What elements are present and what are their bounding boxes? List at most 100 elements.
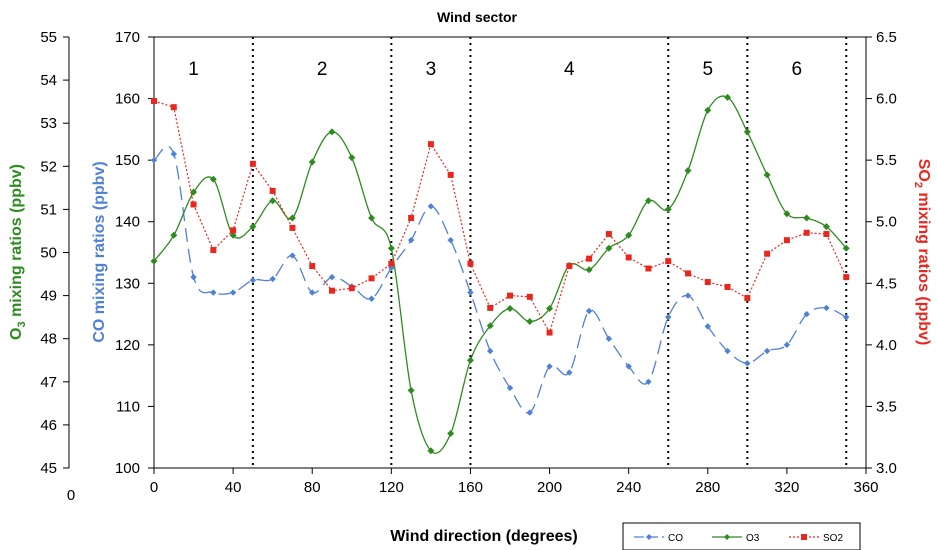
series-line-o3: [153, 95, 847, 454]
co-axis-title: CO mixing ratios (ppbv): [91, 161, 108, 342]
point-so2-6: [269, 187, 276, 194]
o3-tick-label-3: 48: [40, 331, 57, 348]
point-co-32: [783, 341, 791, 349]
point-co-11: [368, 295, 375, 302]
point-so2-31: [764, 250, 771, 257]
point-o3-15: [447, 430, 455, 438]
chart-title: Wind sector: [437, 9, 518, 25]
point-so2-35: [843, 274, 850, 281]
point-co-13: [407, 236, 415, 244]
so2-tick-label-4: 5.0: [876, 214, 897, 231]
co-tick-label-3: 130: [115, 275, 140, 292]
point-o3-11: [368, 214, 376, 222]
co-tick-label-2: 120: [115, 337, 140, 354]
legend-label-o3: O3: [746, 533, 760, 544]
point-o3-14: [427, 447, 435, 455]
sector-label-4: 4: [564, 59, 575, 80]
point-o3-26: [664, 205, 672, 213]
point-o3-10: [348, 154, 356, 162]
x-axis-title: Wind direction (degrees): [390, 528, 577, 545]
point-co-22: [585, 307, 593, 315]
o3-tick-label-9: 54: [40, 72, 57, 89]
point-so2-23: [605, 231, 612, 238]
point-o3-33: [803, 214, 811, 222]
point-so2-11: [368, 275, 375, 282]
point-o3-30: [743, 128, 751, 136]
point-o3-4: [229, 231, 237, 239]
point-so2-20: [546, 329, 553, 336]
series-so2: [151, 98, 850, 336]
plot-frame: [153, 36, 867, 469]
x-tick-label-7: 280: [695, 479, 720, 496]
point-co-18: [506, 384, 514, 392]
point-so2-14: [427, 141, 434, 148]
point-so2-25: [645, 265, 652, 272]
point-so2-18: [507, 292, 513, 299]
legend: CO O3 SO2: [622, 522, 861, 550]
point-co-16: [467, 289, 474, 296]
point-co-14: [427, 203, 435, 210]
point-o3-3: [209, 175, 217, 183]
point-o3-17: [486, 322, 494, 330]
series-line-co: [153, 145, 847, 414]
point-so2-22: [586, 255, 593, 262]
legend-marker-co: [646, 534, 652, 540]
point-so2-3: [210, 247, 217, 254]
sector-label-2: 2: [317, 59, 328, 80]
point-o3-35: [842, 244, 850, 252]
co-tick-label-4: 140: [115, 214, 140, 231]
point-so2-17: [487, 304, 494, 311]
o3-axis: 45 46 47 48 49 50 51 52 53 54 55: [40, 29, 70, 477]
x-tick-label-9: 360: [853, 479, 878, 496]
co-tick-label-0: 100: [115, 460, 140, 477]
point-co-2: [190, 273, 197, 281]
point-o3-13: [407, 386, 415, 394]
point-so2-1: [170, 104, 177, 111]
sector-label-1: 1: [188, 59, 199, 80]
point-co-24: [625, 363, 632, 370]
point-o3-29: [724, 93, 732, 101]
sector-label-5: 5: [702, 59, 713, 80]
point-o3-9: [328, 128, 336, 136]
point-co-6: [269, 275, 276, 283]
point-co-27: [684, 292, 692, 299]
point-co-33: [803, 310, 810, 318]
sector-label-6: 6: [791, 59, 802, 80]
o3-tick-label-8: 53: [40, 115, 57, 132]
o3-axis-title-sub: 3: [16, 321, 28, 327]
point-co-15: [447, 236, 454, 244]
so2-axis-title-suffix: mixing ratios (ppbv): [915, 188, 932, 345]
point-co-26: [665, 313, 672, 321]
co-tick-label-6: 160: [115, 91, 140, 108]
point-o3-12: [387, 244, 395, 252]
point-co-28: [704, 323, 711, 330]
point-o3-5: [249, 223, 257, 231]
x-tick-label-1: 40: [225, 479, 242, 496]
point-so2-15: [447, 171, 454, 178]
point-so2-24: [625, 254, 632, 261]
o3-axis-title-suffix: mixing ratios (ppbv): [8, 164, 25, 321]
point-co-8: [309, 289, 316, 296]
point-co-25: [645, 378, 652, 385]
so2-tick-label-0: 3.0: [876, 460, 897, 477]
point-co-3: [210, 289, 217, 296]
so2-axis-title: SO2 mixing ratios (ppbv): [912, 159, 932, 346]
point-co-34: [823, 304, 830, 312]
so2-axis-title-sub: 2: [912, 182, 924, 188]
point-co-21: [566, 369, 573, 376]
x-tick-label-2: 80: [304, 479, 321, 496]
point-co-1: [170, 150, 177, 158]
o3-tick-label-5: 50: [40, 245, 57, 262]
point-so2-13: [408, 215, 415, 222]
point-o3-16: [466, 356, 474, 364]
o3-outer-zero-label: 0: [67, 487, 75, 504]
point-co-19: [526, 409, 533, 416]
series-layer: [150, 93, 850, 455]
point-co-4: [229, 289, 237, 296]
co-tick-label-1: 110: [116, 398, 140, 415]
o3-tick-label-10: 55: [40, 29, 57, 46]
x-axis: 0 40 80 120 160 200 240 280 320 360: [150, 468, 879, 496]
point-o3-1: [170, 231, 178, 239]
sector-label-3: 3: [426, 59, 437, 80]
